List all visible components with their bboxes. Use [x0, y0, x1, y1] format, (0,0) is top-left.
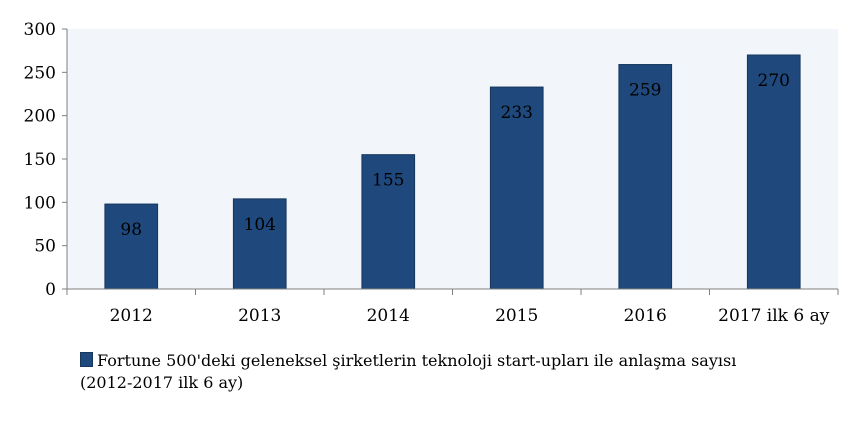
legend-swatch — [80, 352, 93, 367]
data-label: 98 — [120, 220, 142, 240]
y-tick-label: 100 — [24, 193, 56, 213]
bar — [104, 203, 159, 290]
y-tick-label: 250 — [24, 63, 56, 83]
data-label: 270 — [758, 71, 790, 91]
legend-label-line1: Fortune 500'deki geleneksel şirketlerin … — [97, 351, 737, 370]
y-tick-label: 50 — [34, 237, 56, 257]
x-axis-ticks: 2012 2013 2014 2015 2016 2017 ilk 6 ay — [66, 289, 839, 326]
x-tick-label: 2015 — [495, 306, 538, 326]
x-tick-label: 2012 — [110, 306, 153, 326]
bar — [489, 86, 544, 290]
x-tick-label: 2013 — [238, 306, 281, 326]
y-tick-label: 200 — [24, 107, 56, 127]
y-axis-ticks: 0 50 100 150 200 250 300 — [24, 20, 67, 300]
bars: 98 104 155 233 259 270 — [104, 54, 801, 290]
bar — [746, 54, 801, 290]
data-label: 259 — [629, 81, 661, 101]
data-label: 155 — [372, 171, 404, 191]
legend-label-line2: (2012-2017 ilk 6 ay) — [80, 373, 244, 392]
bar — [232, 198, 287, 290]
plot-area — [67, 29, 838, 289]
y-tick-label: 300 — [24, 20, 56, 40]
x-tick-label: 2014 — [367, 306, 410, 326]
data-label: 104 — [244, 215, 276, 235]
x-tick-label: 2016 — [624, 306, 667, 326]
bar — [361, 154, 416, 290]
bar — [618, 64, 673, 290]
x-tick-label: 2017 ilk 6 ay — [718, 306, 830, 326]
data-label: 233 — [501, 103, 533, 123]
y-tick-label: 150 — [24, 150, 56, 170]
bar-chart: 0 50 100 150 200 250 300 98 104 155 233 259 270 201… — [24, 20, 839, 326]
legend-line-2: (2012-2017 ilk 6 ay) — [80, 372, 840, 394]
y-tick-label: 0 — [45, 280, 56, 300]
legend-line-1: Fortune 500'deki geleneksel şirketlerin … — [80, 350, 840, 372]
legend: Fortune 500'deki geleneksel şirketlerin … — [80, 350, 840, 394]
